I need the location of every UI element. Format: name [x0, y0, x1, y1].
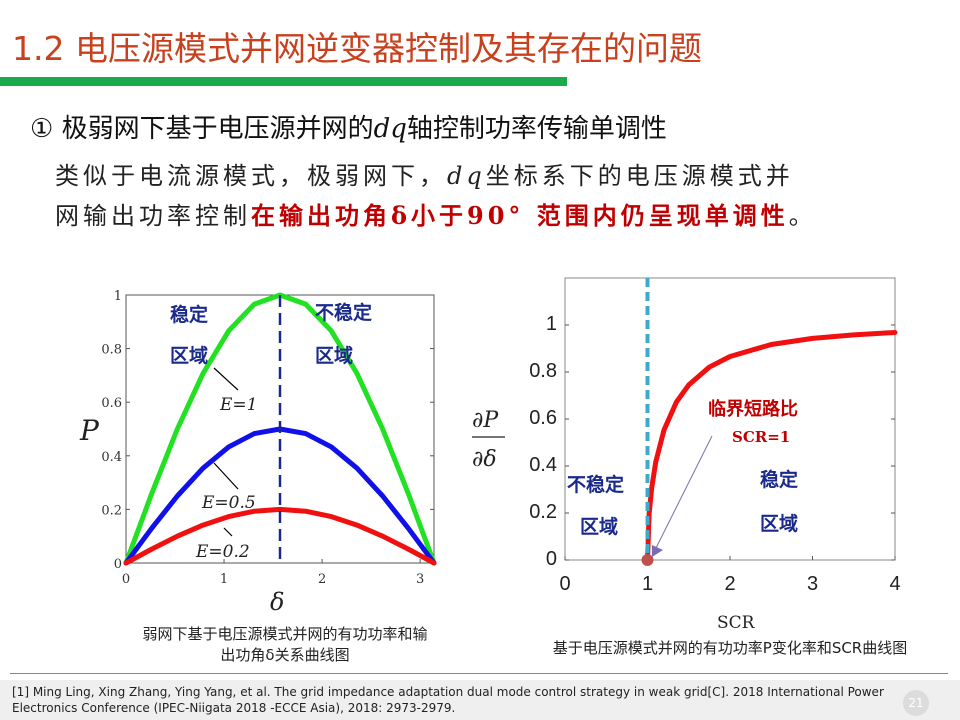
x-tick-label: 4: [889, 573, 900, 595]
y-tick-label: 0: [546, 548, 557, 570]
y-tick-label: 0.2: [101, 503, 122, 518]
critical-point-marker: [641, 554, 654, 566]
x-axis-label: SCR: [717, 613, 756, 633]
unstable-zone-label: 不稳定: [567, 473, 624, 496]
annotation-arrows: [213, 367, 239, 537]
x-tick-label: 3: [807, 573, 818, 595]
page-number: 21: [903, 690, 929, 716]
highlight-text: 在输出功角δ小于90° 范围内仍呈现单调性: [251, 201, 789, 230]
x-tick-label: 1: [642, 573, 653, 595]
stable-zone-label: 区域: [170, 344, 208, 367]
y-tick-label: 1: [546, 313, 557, 335]
stable-zone-label: 稳定: [170, 303, 208, 326]
critical-scr-label: 临界短路比: [708, 398, 798, 420]
body-text: 。: [788, 202, 817, 230]
y-tick-label: 0: [114, 557, 122, 572]
subheading-math: dq: [373, 114, 407, 144]
slide-title: 1.2 电压源模式并网逆变器控制及其存在的问题: [12, 29, 702, 68]
x-axis-label: δ: [270, 588, 284, 616]
y-tick-label: 0.8: [529, 360, 557, 382]
stable-zone-label: 区域: [760, 512, 798, 535]
footer-divider: [10, 673, 948, 674]
series-line: [123, 506, 437, 566]
subheading-suffix: 轴控制功率传输单调性: [406, 114, 667, 144]
arrow-head-icon: [652, 545, 663, 557]
x-tick-label: 1: [220, 572, 228, 587]
subheading: ① 极弱网下基于电压源并网的dq轴控制功率传输单调性: [30, 108, 667, 145]
body-text: 网输出功率控制: [55, 202, 251, 230]
title-underline-bar: [0, 77, 567, 86]
body-line-2: 网输出功率控制在输出功角δ小于90° 范围内仍呈现单调性。: [55, 196, 817, 231]
y-axis-label: P: [79, 414, 100, 447]
critical-scr-value: SCR=1: [732, 428, 790, 446]
unstable-zone-label: 不稳定: [315, 301, 372, 324]
caption-line: 出功角δ关系曲线图: [220, 646, 350, 664]
y-tick-label: 0.4: [101, 450, 122, 465]
x-tick-label: 2: [724, 573, 735, 595]
y-tick-label: 0.6: [529, 407, 557, 429]
body-text: 坐标系下的电压源模式并: [485, 162, 794, 190]
stable-zone-label: 稳定: [760, 468, 798, 491]
chart2-caption: 基于电压源模式并网的有功功率P变化率和SCR曲线图: [552, 639, 908, 657]
x-tick-label: 0: [122, 572, 130, 587]
x-tick-label: 3: [416, 572, 424, 587]
caption-line: 弱网下基于电压源模式并网的有功功率和输: [142, 625, 428, 643]
y-tick-label: 0.8: [101, 343, 122, 358]
series-label-e1: E=1: [219, 395, 257, 415]
footer: [0, 680, 960, 720]
x-tick-label: 2: [318, 572, 326, 587]
annotation-arrow: [654, 435, 713, 551]
y-tick-label: 1: [114, 289, 122, 304]
series-label-e02: E=0.2: [195, 542, 250, 562]
y-axis-label-denominator: ∂δ: [472, 447, 497, 472]
body-line-1: 类似于电流源模式，极弱网下，dq坐标系下的电压源模式并: [55, 156, 794, 191]
unstable-zone-label: 区域: [580, 515, 618, 538]
reference-text: [1] Ming Ling, Xing Zhang, Ying Yang, et…: [12, 685, 884, 715]
y-tick-label: 0.4: [529, 454, 557, 476]
plot-area: [564, 277, 896, 561]
y-axis-label-numerator: ∂P: [472, 408, 499, 433]
x-tick-label: 0: [559, 573, 570, 595]
series-label-e05: E=0.5: [201, 493, 256, 513]
body-text: 类似于电流源模式，极弱网下，: [55, 162, 447, 190]
y-tick-label: 0.6: [101, 396, 122, 411]
unstable-zone-label: 区域: [315, 344, 353, 367]
chart1-caption: 弱网下基于电压源模式并网的有功功率和输 出功角δ关系曲线图: [90, 624, 480, 666]
subheading-prefix: ① 极弱网下基于电压源并网的: [30, 114, 374, 144]
series-line: [645, 330, 898, 563]
body-math: dq: [447, 162, 486, 190]
y-tick-label: 0.2: [529, 501, 557, 523]
